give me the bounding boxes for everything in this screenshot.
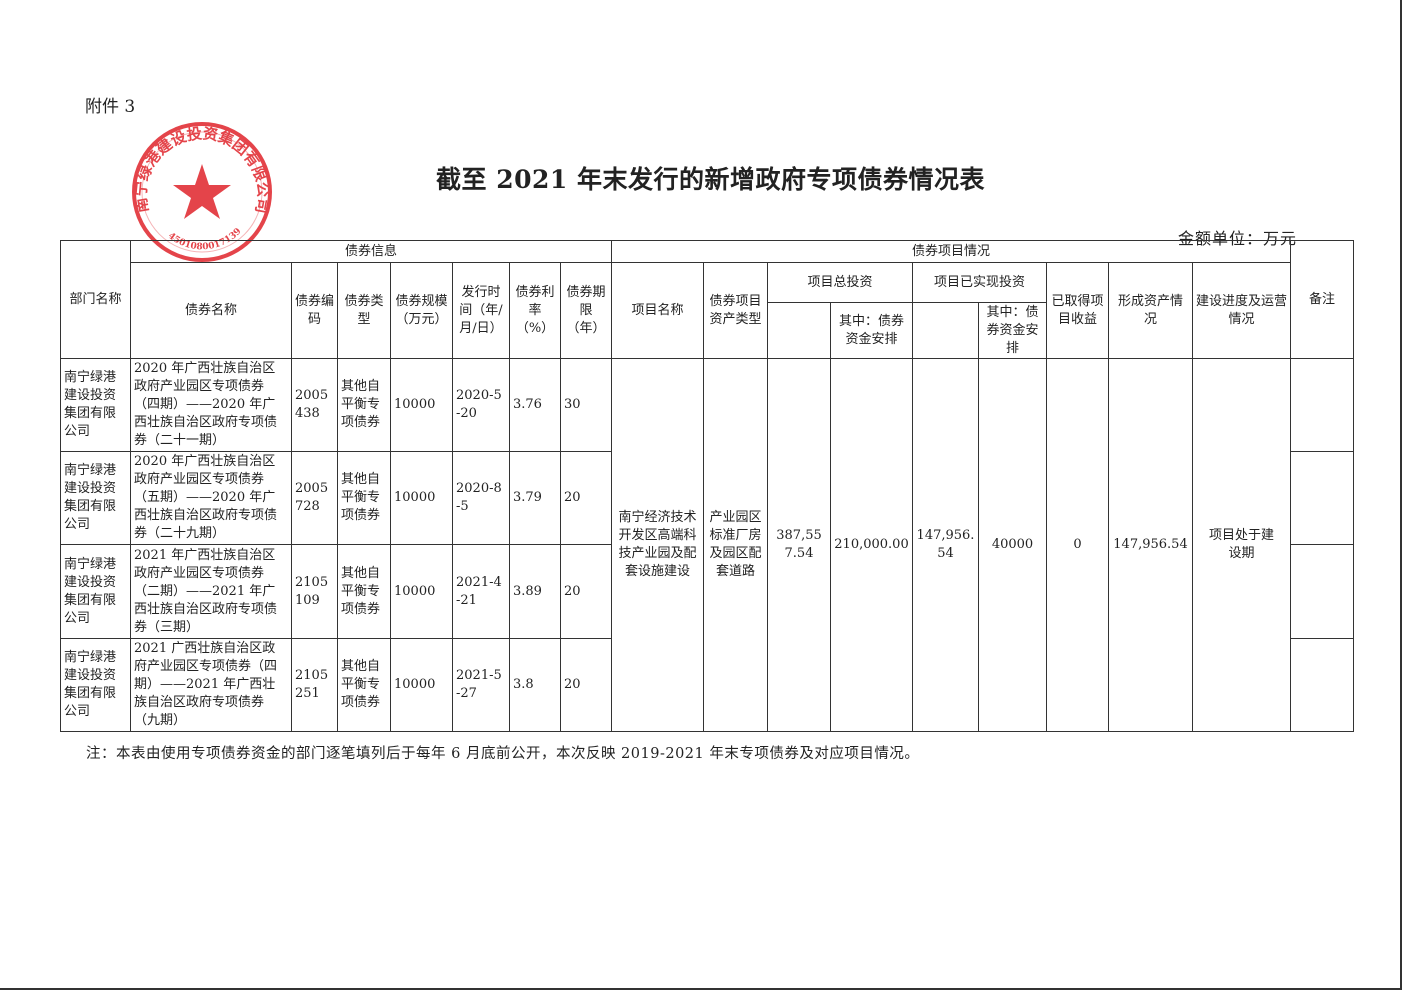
header-project-name: 项目名称 xyxy=(611,262,704,359)
header-dept: 部门名称 xyxy=(60,240,131,359)
page-edge-bottom xyxy=(0,988,1402,990)
cell-realized-bond-funds: 40000 xyxy=(978,358,1047,732)
cell-term: 20 xyxy=(560,451,612,545)
header-project-info: 债券项目情况 xyxy=(611,240,1291,263)
table-row: 南宁绿港建设投资集团有限公司 2021 广西壮族自治区政府产业园区专项债券（四期… xyxy=(60,638,1354,732)
cell-rate: 3.79 xyxy=(509,451,561,545)
table-row: 南宁绿港建设投资集团有限公司 2020 年广西壮族自治区政府产业园区专项债券（四… xyxy=(60,358,1354,732)
cell-bond-code: 2105109 xyxy=(291,544,338,639)
cell-bond-type: 其他自平衡专项债券 xyxy=(337,451,391,545)
cell-rate: 3.8 xyxy=(509,638,561,732)
page-edge xyxy=(1400,0,1402,990)
cell-bond-scale: 10000 xyxy=(390,544,453,639)
footnote: 注：本表由使用专项债券资金的部门逐笔填列后于每年 6 月底前公开，本次反映 20… xyxy=(86,746,920,762)
header-realized-invest-blank xyxy=(912,302,979,359)
header-term: 债券期限（年） xyxy=(560,262,612,359)
header-asset-type: 债券项目资产类型 xyxy=(703,262,768,359)
header-bond-name: 债券名称 xyxy=(130,262,292,359)
cell-assets-formed: 147,956.54 xyxy=(1108,358,1193,732)
cell-bond-name: 2021 年广西壮族自治区政府产业园区专项债券（二期）——2021 年广西壮族自… xyxy=(130,544,292,639)
cell-bond-name: 2020 年广西壮族自治区政府产业园区专项债券（五期）——2020 年广西壮族自… xyxy=(130,451,292,545)
company-seal: 南宁绿港建设投资集团有限公司 4501080017139 xyxy=(132,122,272,262)
header-income: 已取得项目收益 xyxy=(1046,262,1109,359)
cell-income: 0 xyxy=(1046,358,1109,732)
cell-total-bond-funds: 210,000.00 xyxy=(830,358,913,732)
cell-issue-date: 2020-5-20 xyxy=(452,358,510,452)
cell-remark xyxy=(1290,638,1354,732)
cell-term: 20 xyxy=(560,638,612,732)
header-total-invest: 项目总投资 xyxy=(767,262,913,303)
header-remark: 备注 xyxy=(1290,240,1354,359)
header-realized-invest: 项目已实现投资 xyxy=(912,262,1047,303)
cell-bond-name: 2020 年广西壮族自治区政府产业园区专项债券（四期）——2020 年广西壮族自… xyxy=(130,358,292,452)
cell-bond-code: 2105251 xyxy=(291,638,338,732)
cell-issue-date: 2021-5-27 xyxy=(452,638,510,732)
cell-term: 20 xyxy=(560,544,612,639)
cell-bond-type: 其他自平衡专项债券 xyxy=(337,638,391,732)
cell-realized-invest: 147,956.54 xyxy=(912,358,979,732)
cell-bond-scale: 10000 xyxy=(390,638,453,732)
cell-bond-name: 2021 广西壮族自治区政府产业园区专项债券（四期）——2021 年广西壮族自治… xyxy=(130,638,292,732)
header-total-bond-funds: 其中：债券资金安排 xyxy=(830,302,913,359)
cell-issue-date: 2020-8-5 xyxy=(452,451,510,545)
table-row: 南宁绿港建设投资集团有限公司 2021 年广西壮族自治区政府产业园区专项债券（二… xyxy=(60,544,1354,639)
cell-project-name: 南宁经济技术开发区高端科技产业园及配套设施建设 xyxy=(611,358,704,732)
cell-bond-type: 其他自平衡专项债券 xyxy=(337,544,391,639)
cell-bond-type: 其他自平衡专项债券 xyxy=(337,358,391,452)
header-issue-date: 发行时间（年/月/日） xyxy=(452,262,510,359)
cell-total-invest: 387,557.54 xyxy=(767,358,831,732)
header-rate: 债券利率（%） xyxy=(509,262,561,359)
cell-bond-scale: 10000 xyxy=(390,451,453,545)
header-bond-code: 债券编码 xyxy=(291,262,338,359)
cell-dept: 南宁绿港建设投资集团有限公司 xyxy=(60,451,131,545)
cell-remark xyxy=(1290,544,1354,639)
cell-issue-date: 2021-4-21 xyxy=(452,544,510,639)
page-title: 截至 2021 年末发行的新增政府专项债券情况表 xyxy=(436,165,985,194)
cell-remark xyxy=(1290,358,1354,452)
cell-rate: 3.76 xyxy=(509,358,561,452)
header-bond-info: 债券信息 xyxy=(130,240,612,263)
header-bond-type: 债券类型 xyxy=(337,262,391,359)
cell-dept: 南宁绿港建设投资集团有限公司 xyxy=(60,544,131,639)
header-assets-formed: 形成资产情况 xyxy=(1108,262,1193,359)
header-bond-scale: 债券规模（万元） xyxy=(390,262,453,359)
table-row: 南宁绿港建设投资集团有限公司 2020 年广西壮族自治区政府产业园区专项债券（五… xyxy=(60,451,1354,545)
cell-dept: 南宁绿港建设投资集团有限公司 xyxy=(60,638,131,732)
cell-bond-code: 2005728 xyxy=(291,451,338,545)
cell-bond-scale: 10000 xyxy=(390,358,453,452)
cell-asset-type: 产业园区标准厂房及园区配套道路 xyxy=(703,358,768,732)
cell-dept: 南宁绿港建设投资集团有限公司 xyxy=(60,358,131,452)
cell-progress: 项目处于建设期 xyxy=(1192,358,1291,732)
cell-bond-code: 2005438 xyxy=(291,358,338,452)
cell-term: 30 xyxy=(560,358,612,452)
cell-remark xyxy=(1290,451,1354,545)
header-total-invest-blank xyxy=(767,302,831,359)
header-realized-bond-funds: 其中：债券资金安排 xyxy=(978,302,1047,359)
cell-rate: 3.89 xyxy=(509,544,561,639)
header-progress: 建设进度及运营情况 xyxy=(1192,262,1291,359)
bond-table: 部门名称 债券信息 债券项目情况 备注 债券名称 债券编码 债券类型 债券规模（… xyxy=(60,240,1354,732)
attachment-label: 附件 3 xyxy=(85,97,136,117)
